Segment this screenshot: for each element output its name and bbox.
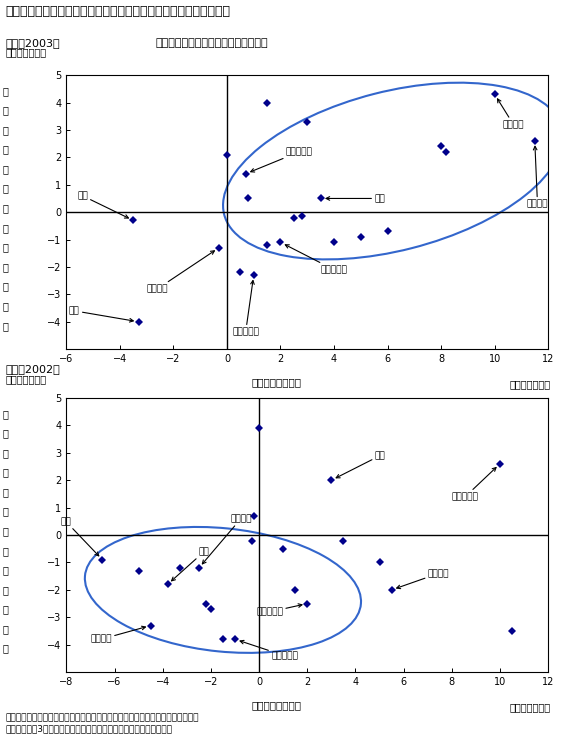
Text: （前年比、％）: （前年比、％） bbox=[510, 379, 551, 389]
Text: 輸送用機械: 輸送用機械 bbox=[452, 468, 496, 501]
Text: 運輸・通信: 運輸・通信 bbox=[233, 281, 259, 336]
Text: 質: 質 bbox=[3, 243, 9, 252]
Text: 輸送用機械: 輸送用機械 bbox=[250, 147, 313, 172]
Text: 昇: 昇 bbox=[3, 624, 9, 634]
Text: 総: 総 bbox=[3, 164, 9, 174]
Text: 労働生産性上昇率: 労働生産性上昇率 bbox=[252, 377, 302, 387]
Text: サービス: サービス bbox=[147, 251, 215, 294]
Text: （２）2002年: （２）2002年 bbox=[6, 364, 61, 374]
Text: 現: 現 bbox=[3, 86, 9, 96]
Text: 昇: 昇 bbox=[3, 301, 9, 311]
Text: 質: 質 bbox=[3, 566, 9, 575]
Text: 化学: 化学 bbox=[336, 451, 385, 478]
Text: ）: ） bbox=[3, 585, 9, 595]
Text: （: （ bbox=[3, 204, 9, 213]
Text: 運輸・通信: 運輸・通信 bbox=[256, 604, 302, 617]
Text: ）: ） bbox=[3, 262, 9, 272]
Text: 「第3次産業活動指数」、「全産業活動指数」により作成。: 「第3次産業活動指数」、「全産業活動指数」により作成。 bbox=[6, 725, 173, 734]
Text: 実: 実 bbox=[3, 546, 9, 556]
Text: サービス: サービス bbox=[203, 514, 252, 564]
Text: （前年比、％）: （前年比、％） bbox=[6, 47, 47, 57]
Text: （前年比、％）: （前年比、％） bbox=[510, 702, 551, 712]
Text: 第１－３－８図　業種別労働生産性の伸びと実質賃金の伸びの関係: 第１－３－８図 業種別労働生産性の伸びと実質賃金の伸びの関係 bbox=[6, 5, 231, 18]
Text: 金: 金 bbox=[3, 428, 9, 439]
Text: 一般機械: 一般機械 bbox=[91, 626, 145, 644]
Text: 労働生産性上昇率: 労働生産性上昇率 bbox=[252, 700, 302, 710]
Text: 電気機械: 電気機械 bbox=[396, 569, 449, 589]
Text: 化学: 化学 bbox=[326, 194, 385, 203]
Text: 総: 総 bbox=[3, 487, 9, 497]
Text: 現: 現 bbox=[3, 409, 9, 419]
Text: （: （ bbox=[3, 526, 9, 536]
Text: 額: 額 bbox=[3, 184, 9, 194]
Text: 繊維: 繊維 bbox=[69, 306, 133, 322]
Text: 率: 率 bbox=[3, 644, 9, 653]
Text: （備考）　厚生労働省「毎月勤労統計調査」、経済産業省「鉱工業生産指数」、: （備考） 厚生労働省「毎月勤労統計調査」、経済産業省「鉱工業生産指数」、 bbox=[6, 713, 199, 722]
Text: 給: 給 bbox=[3, 125, 9, 135]
Text: （１）2003年: （１）2003年 bbox=[6, 38, 61, 47]
Text: 建設: 建設 bbox=[171, 547, 209, 581]
Text: 繊維: 繊維 bbox=[61, 517, 99, 556]
Text: 卸売・小売: 卸売・小売 bbox=[285, 245, 347, 274]
Text: 卸売・小売: 卸売・小売 bbox=[240, 641, 298, 660]
Text: 建設: 建設 bbox=[77, 192, 129, 218]
Text: 一般機械: 一般機械 bbox=[497, 99, 524, 129]
Text: 上: 上 bbox=[3, 605, 9, 614]
Text: 電気機械: 電気機械 bbox=[527, 146, 548, 209]
Text: 額: 額 bbox=[3, 507, 9, 517]
Text: 給: 給 bbox=[3, 448, 9, 458]
Text: 与: 与 bbox=[3, 467, 9, 478]
Text: 上: 上 bbox=[3, 282, 9, 291]
Text: （前年比、％）: （前年比、％） bbox=[6, 374, 47, 384]
Text: 生産性の回復とともに実質賃金も上昇: 生産性の回復とともに実質賃金も上昇 bbox=[156, 38, 268, 47]
Text: 実: 実 bbox=[3, 223, 9, 233]
Text: 率: 率 bbox=[3, 321, 9, 330]
Text: 金: 金 bbox=[3, 105, 9, 116]
Text: 与: 与 bbox=[3, 144, 9, 155]
